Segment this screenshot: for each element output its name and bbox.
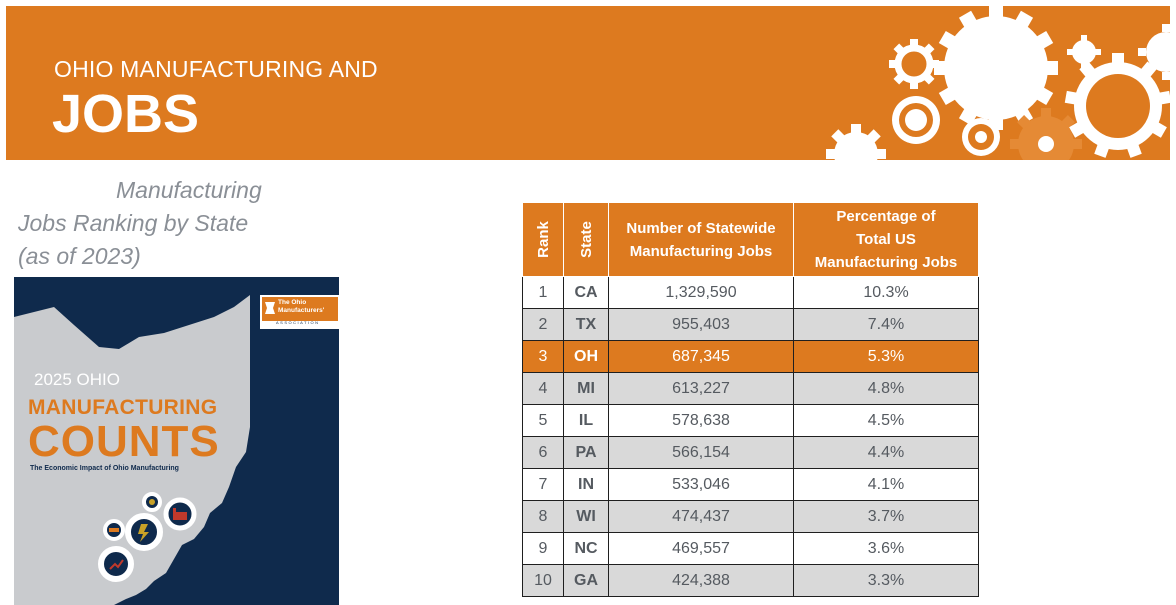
cover-tagline: The Economic Impact of Ohio Manufacturin… <box>30 465 179 472</box>
cell-percentage: 5.3% <box>793 340 979 373</box>
cover-gears-icon <box>98 492 197 582</box>
cell-state: WI <box>563 500 609 533</box>
cell-jobs: 1,329,590 <box>608 276 794 309</box>
cell-jobs: 533,046 <box>608 468 794 501</box>
cell-state: NC <box>563 532 609 565</box>
table-row: 5 IL 578,638 4.5% <box>522 404 979 437</box>
ohio-map-icon <box>14 295 250 605</box>
table-header-row: Rank State Number of Statewide Manufactu… <box>522 202 979 277</box>
subtitle-line-3: (as of 2023) <box>18 243 141 269</box>
cell-rank: 7 <box>522 468 564 501</box>
cell-percentage: 4.8% <box>793 372 979 405</box>
cell-percentage: 3.3% <box>793 564 979 597</box>
table-row: 4 MI 613,227 4.8% <box>522 372 979 405</box>
cell-percentage: 4.4% <box>793 436 979 469</box>
cell-state: IN <box>563 468 609 501</box>
table-row: 7 IN 533,046 4.1% <box>522 468 979 501</box>
banner-title: JOBS <box>52 84 200 144</box>
header-banner: OHIO MANUFACTURING AND JOBS <box>6 6 1170 160</box>
cell-jobs: 424,388 <box>608 564 794 597</box>
table-row: 9 NC 469,557 3.6% <box>522 532 979 565</box>
cell-jobs: 955,403 <box>608 308 794 341</box>
table-row: 8 WI 474,437 3.7% <box>522 500 979 533</box>
cell-percentage: 10.3% <box>793 276 979 309</box>
cell-rank: 3 <box>522 340 564 373</box>
infographic-page: OHIO MANUFACTURING AND JOBS <box>6 6 1170 605</box>
cell-state: TX <box>563 308 609 341</box>
cell-state: MI <box>563 372 609 405</box>
gears-decoration-icon <box>826 6 1170 160</box>
cover-title-line2: COUNTS <box>28 417 220 466</box>
table-row: 2 TX 955,403 7.4% <box>522 308 979 341</box>
cell-jobs: 474,437 <box>608 500 794 533</box>
cell-rank: 4 <box>522 372 564 405</box>
table-row: 10 GA 424,388 3.3% <box>522 564 979 597</box>
cell-percentage: 7.4% <box>793 308 979 341</box>
logo-line-1: The Ohio <box>278 299 307 306</box>
logo-mark-icon <box>265 302 275 314</box>
cell-jobs: 469,557 <box>608 532 794 565</box>
cell-percentage: 3.7% <box>793 500 979 533</box>
cell-jobs: 687,345 <box>608 340 794 373</box>
cell-rank: 5 <box>522 404 564 437</box>
subtitle-line-1: Manufacturing <box>116 177 262 203</box>
cell-percentage: 4.5% <box>793 404 979 437</box>
cell-rank: 1 <box>522 276 564 309</box>
cell-rank: 2 <box>522 308 564 341</box>
header-rank: Rank <box>522 202 564 277</box>
cover-title-line1: MANUFACTURING <box>28 396 218 419</box>
cell-state: CA <box>563 276 609 309</box>
jobs-ranking-table: Rank State Number of Statewide Manufactu… <box>522 202 979 597</box>
subtitle-line-2: Jobs Ranking by State <box>18 210 249 236</box>
cover-year: 2025 OHIO <box>34 370 120 389</box>
table-row: 6 PA 566,154 4.4% <box>522 436 979 469</box>
cell-state: PA <box>563 436 609 469</box>
cell-state: IL <box>563 404 609 437</box>
cell-percentage: 4.1% <box>793 468 979 501</box>
table-row: 1 CA 1,329,590 10.3% <box>522 276 979 309</box>
cell-state: OH <box>563 340 609 373</box>
header-state: State <box>563 202 609 277</box>
header-percentage: Percentage of Total US Manufacturing Job… <box>793 202 979 277</box>
report-cover-image: The Ohio Manufacturers' ASSOCIATION 2025… <box>14 277 339 605</box>
cell-jobs: 578,638 <box>608 404 794 437</box>
cell-rank: 8 <box>522 500 564 533</box>
cell-rank: 9 <box>522 532 564 565</box>
cell-rank: 6 <box>522 436 564 469</box>
logo-line-2: Manufacturers' <box>278 307 325 314</box>
header-jobs: Number of Statewide Manufacturing Jobs <box>608 202 794 277</box>
cell-jobs: 566,154 <box>608 436 794 469</box>
logo-line-3: ASSOCIATION <box>276 320 320 325</box>
cell-percentage: 3.6% <box>793 532 979 565</box>
cell-state: GA <box>563 564 609 597</box>
banner-subtitle: OHIO MANUFACTURING AND <box>54 56 378 82</box>
cell-rank: 10 <box>522 564 564 597</box>
cell-jobs: 613,227 <box>608 372 794 405</box>
ohio-manufacturers-logo: The Ohio Manufacturers' ASSOCIATION <box>260 295 339 329</box>
table-row-highlighted: 3 OH 687,345 5.3% <box>522 340 979 373</box>
